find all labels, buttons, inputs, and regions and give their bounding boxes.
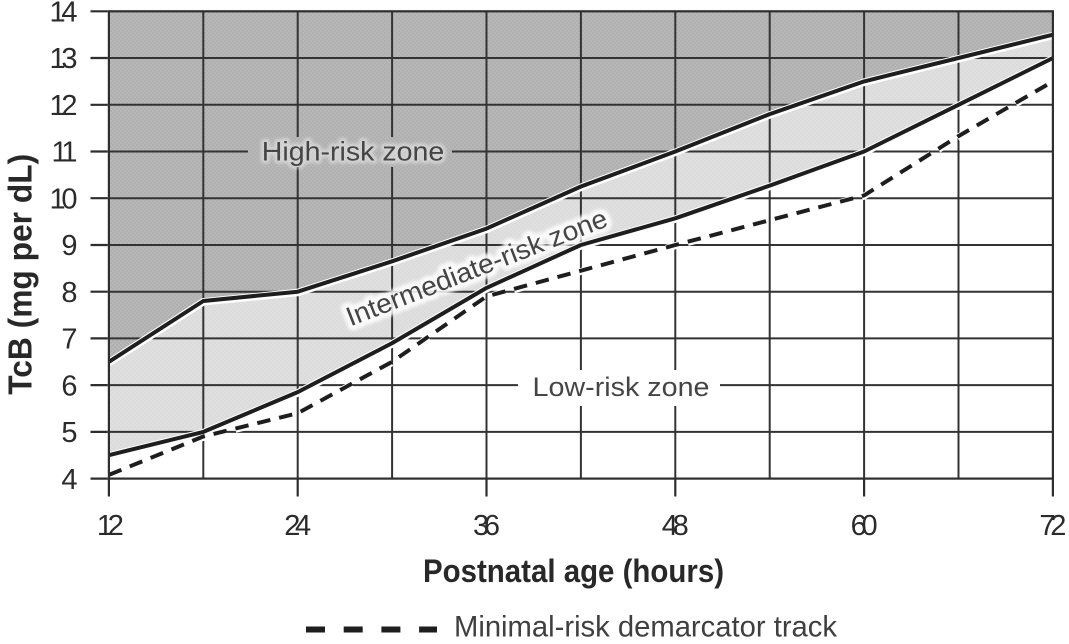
svg-text:Postnatal age (hours): Postnatal age (hours) [423,553,724,589]
svg-text:High-risk zone: High-risk zone [262,137,445,167]
svg-text:High-risk zone: High-risk zone [262,137,445,167]
svg-text:12: 12 [97,510,124,542]
svg-text:6: 6 [61,370,77,402]
svg-text:60: 60 [851,510,878,542]
svg-text:14: 14 [50,0,78,29]
svg-text:11: 11 [52,137,78,169]
svg-text:7: 7 [61,324,77,356]
svg-text:24: 24 [284,510,311,542]
svg-text:Low-risk zone: Low-risk zone [533,372,710,402]
svg-text:8: 8 [61,277,77,309]
svg-text:4: 4 [61,464,77,496]
svg-text:TcB (mg per dL): TcB (mg per dL) [2,154,39,395]
svg-text:Minimal-risk demarcator track: Minimal-risk demarcator track [454,611,838,644]
svg-text:12: 12 [50,90,78,122]
svg-text:10: 10 [50,183,78,215]
svg-text:48: 48 [662,510,689,542]
svg-text:13: 13 [50,43,78,75]
svg-text:9: 9 [61,230,77,262]
svg-text:36: 36 [473,510,500,542]
svg-text:72: 72 [1039,510,1066,542]
svg-text:Low-risk zone: Low-risk zone [533,372,710,402]
svg-text:5: 5 [61,417,77,449]
